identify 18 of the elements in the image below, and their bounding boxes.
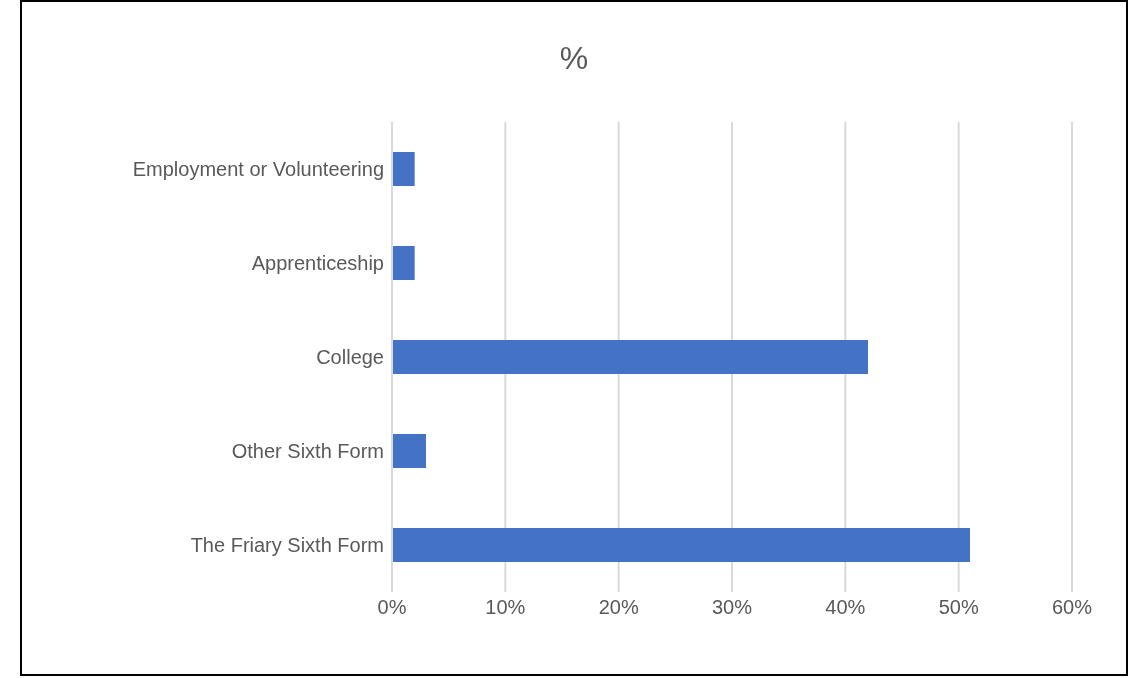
bar [392,152,415,186]
y-tick-label: Employment or Volunteering [132,158,384,181]
x-tick-label: 30% [711,596,753,619]
x-tick-label: 20% [598,596,639,619]
y-tick-label: Other Sixth Form [231,440,384,463]
y-tick-label: Apprenticeship [251,252,384,275]
bar [392,340,868,374]
bar [392,434,426,468]
chart-title: % [558,40,590,77]
y-tick-label: The Friary Sixth Form [190,534,384,557]
x-tick-label: 50% [938,596,979,619]
x-tick-label: 40% [825,596,866,619]
bar [392,528,970,562]
x-tick-label: 60% [1051,596,1093,619]
x-tick-label: 0% [377,596,407,619]
bar [392,246,415,280]
y-tick-label: College [316,346,384,369]
x-tick-label: 10% [485,596,526,619]
